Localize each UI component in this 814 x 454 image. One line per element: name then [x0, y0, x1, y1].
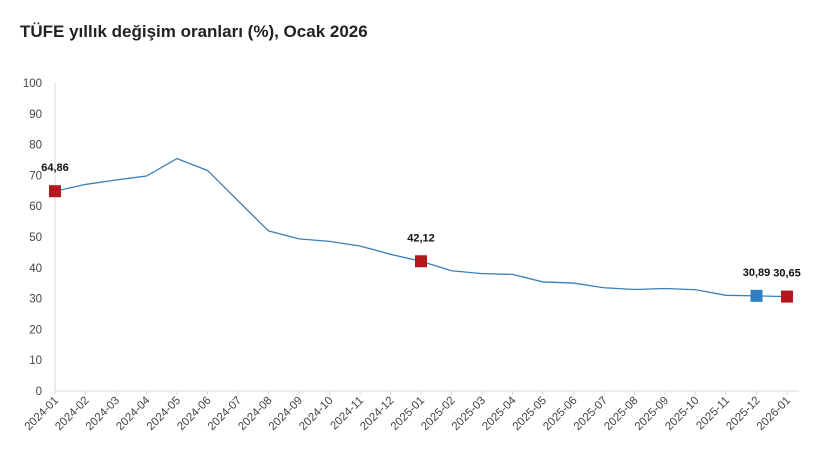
x-tick-label: 2024-10	[297, 395, 335, 433]
y-tick-label: 80	[29, 140, 42, 152]
y-tick-label: 60	[29, 201, 42, 213]
y-tick-label: 90	[29, 109, 42, 121]
data-label: 30,65	[773, 268, 801, 280]
data-label: 42,12	[407, 232, 435, 244]
data-label: 30,89	[743, 267, 771, 279]
data-label: 64,86	[41, 162, 69, 174]
series-line	[54, 157, 788, 298]
y-tick-label: 20	[29, 324, 42, 336]
x-tick-label: 2025-10	[663, 395, 701, 433]
y-tick-label: 50	[29, 232, 42, 244]
highlight-marker	[415, 255, 427, 268]
highlight-marker	[781, 290, 793, 303]
y-tick-label: 40	[29, 263, 42, 275]
y-tick-label: 30	[29, 294, 42, 306]
highlight-marker	[750, 289, 763, 302]
highlight-marker	[49, 185, 61, 198]
y-tick-label: 100	[23, 78, 42, 90]
y-tick-label: 10	[29, 355, 42, 367]
y-tick-label: 70	[29, 170, 42, 182]
chart-title: TÜFE yıllık değişim oranları (%), Ocak 2…	[20, 22, 368, 41]
x-tick-label: 2026-01	[755, 395, 793, 433]
y-tick-label: 0	[36, 386, 42, 398]
